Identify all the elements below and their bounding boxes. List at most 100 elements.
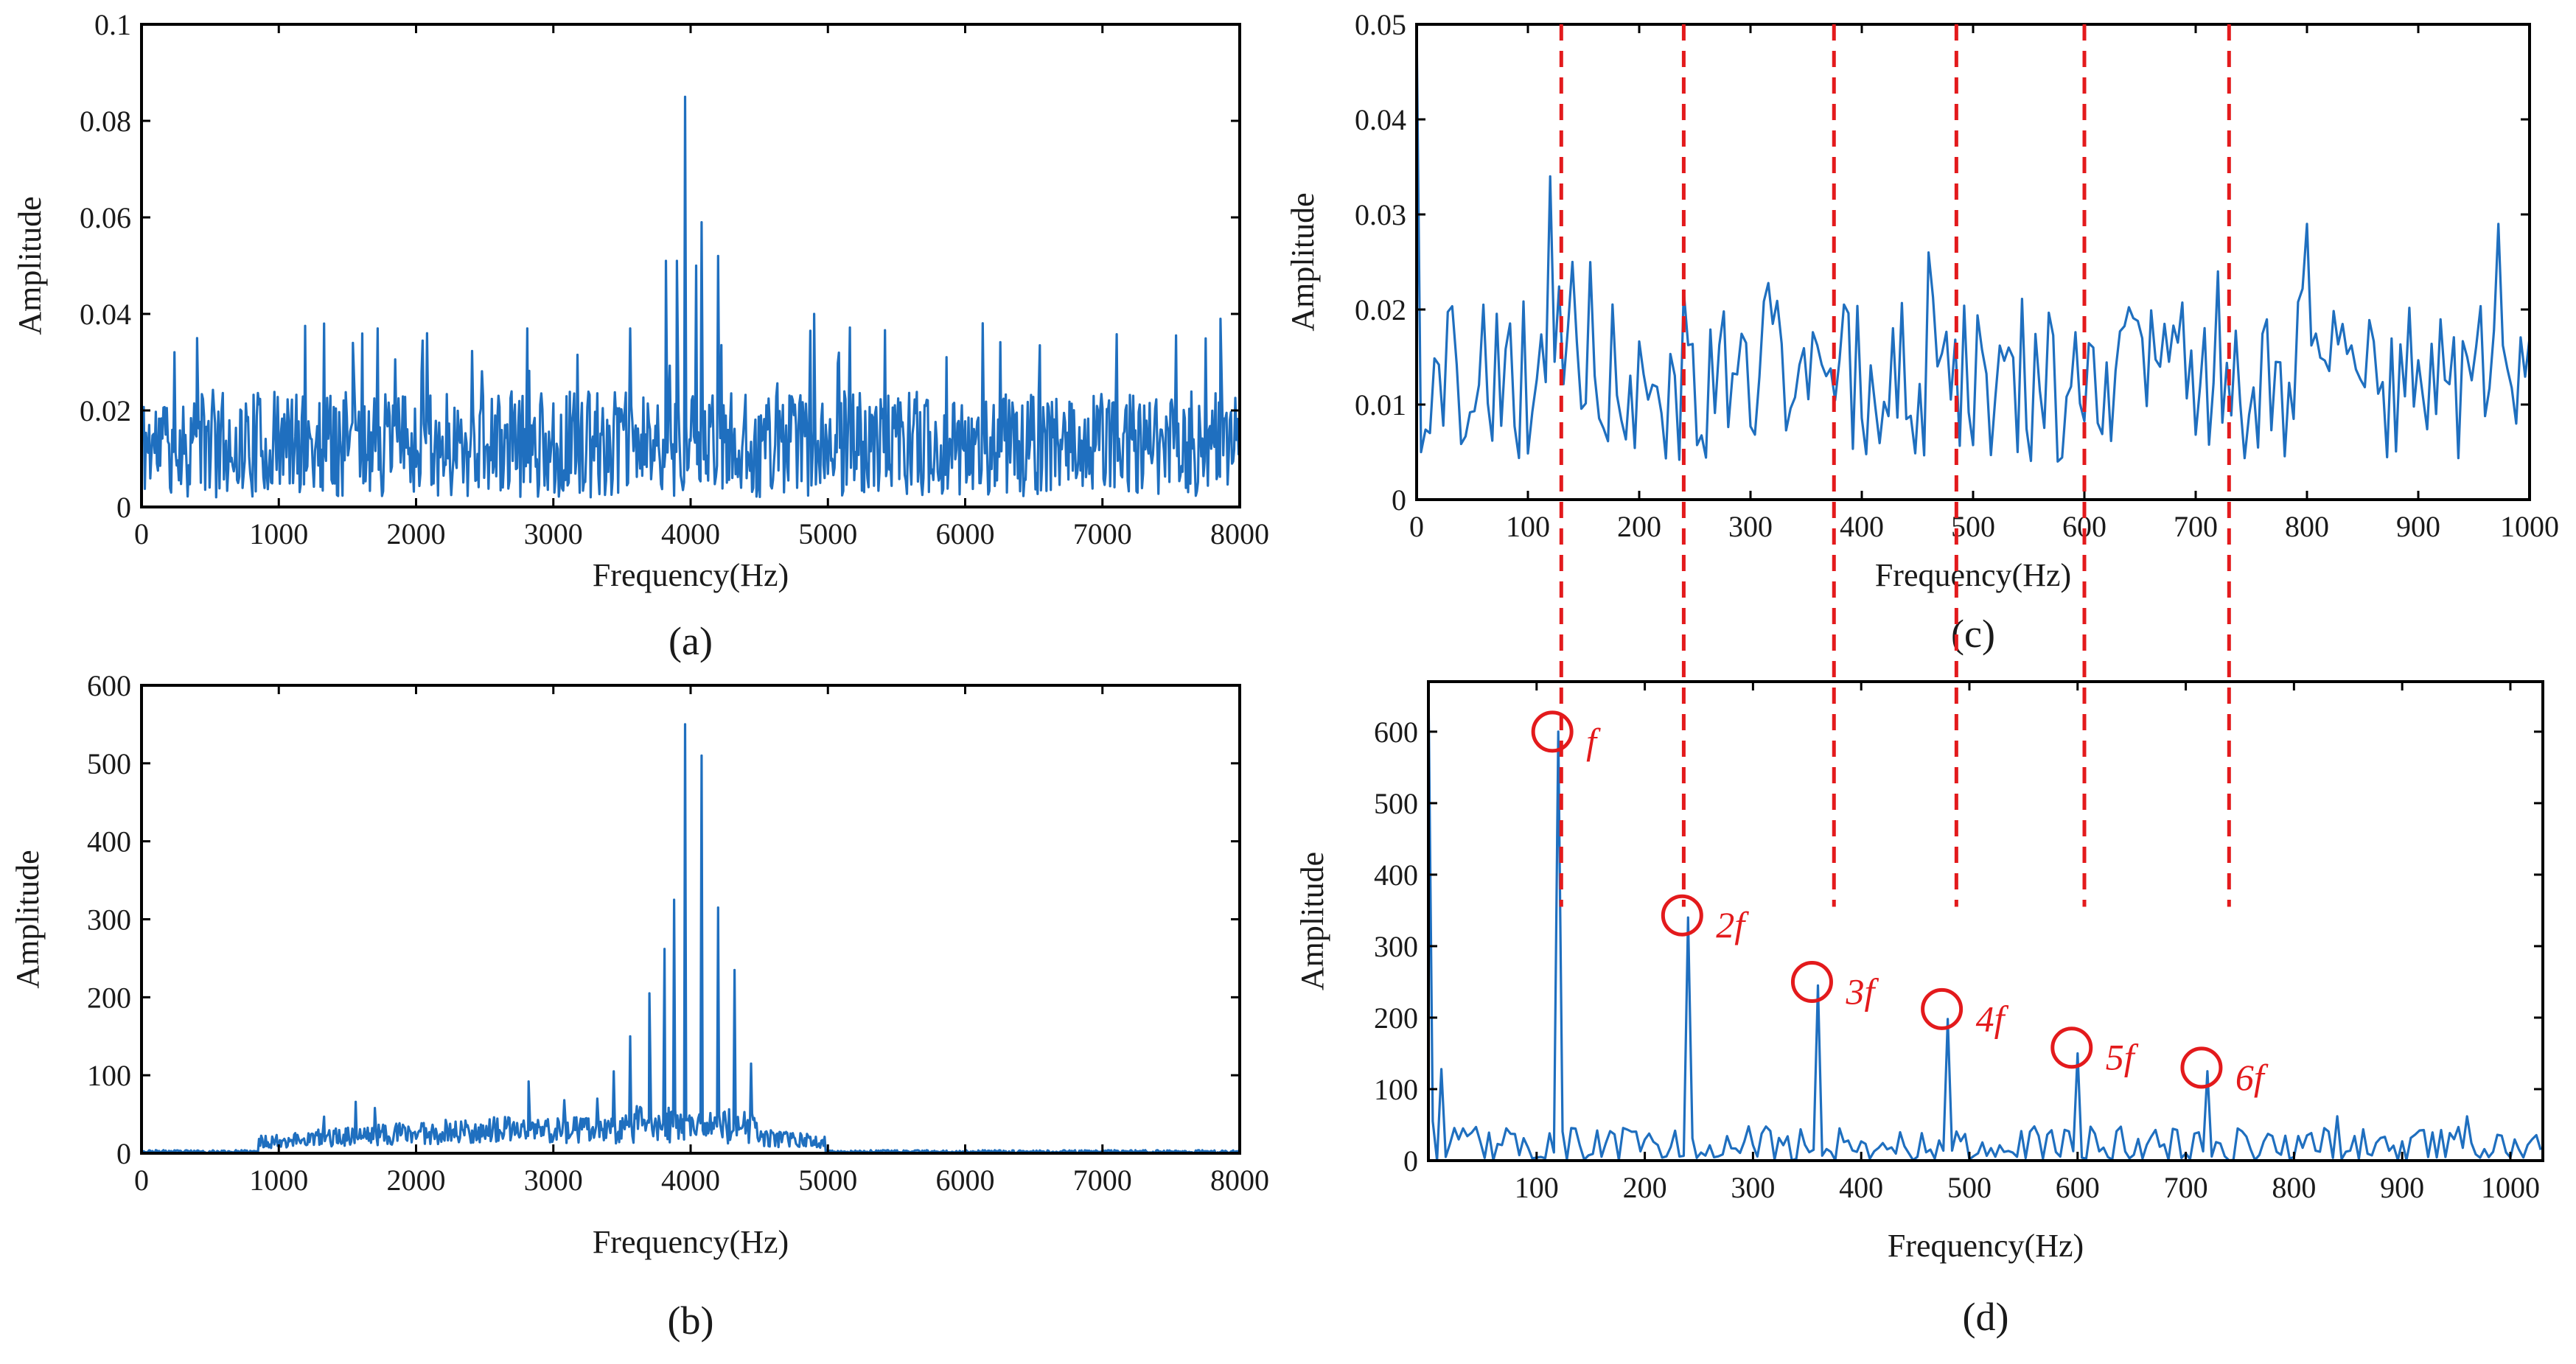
chart-a-ytick-label: 0.02 [80,394,131,427]
chart-a-ytick-label: 0.08 [80,105,131,138]
chart-c-panel-label: (c) [1951,612,1995,656]
chart-b-series-line [141,723,1240,1155]
harmonic-marker-circle [1790,960,1833,1003]
harmonic-label: f [1586,721,1601,762]
chart-c-ytick-label: 0.04 [1355,103,1406,136]
chart-d-ytick-label: 100 [1374,1073,1418,1106]
chart-d-frame [1427,680,2544,1162]
chart-b-xtick-label: 2000 [387,1164,446,1197]
chart-b-ytick-label: 200 [87,981,131,1014]
chart-a-xtick-label: 4000 [661,517,720,550]
chart-b-xtick-label: 4000 [661,1164,720,1197]
chart-c-xtick-label: 500 [1951,510,1995,543]
chart-a-ytick-label: 0.04 [80,298,131,331]
chart-a-ytick-label: 0.06 [80,201,131,234]
chart-a-xtick-label: 6000 [936,517,995,550]
chart-d-xtick-label: 700 [2164,1171,2208,1204]
chart-d-panel-label: (d) [1963,1295,2009,1339]
chart-b-xtick-label: 8000 [1210,1164,1269,1197]
chart-c-xtick-label: 100 [1506,510,1550,543]
chart-b-xtick-label: 6000 [936,1164,995,1197]
chart-c: Amplitude Frequency(Hz) (c) 0 100 200 300 40… [1285,8,2559,656]
harmonic-label: 3f [1845,970,1879,1012]
chart-c-ylabel: Amplitude [1285,192,1321,331]
chart-a: Amplitude Frequency(Hz) (a) 0 1000 2000 300… [12,8,1269,663]
chart-b-xtick-label: 1000 [249,1164,308,1197]
chart-b-ytick-label: 100 [87,1059,131,1092]
chart-c-xlabel: Frequency(Hz) [1875,557,2071,593]
chart-a-xtick-label: 7000 [1073,517,1132,550]
chart-b-ytick-label: 0 [116,1137,131,1170]
chart-c-xtick-label: 900 [2396,510,2440,543]
chart-a-panel-label: (a) [669,619,713,663]
chart-c-ytick-label: 0 [1392,483,1406,517]
chart-b-xlabel: Frequency(Hz) [593,1224,789,1260]
chart-b-xtick-label: 0 [134,1164,149,1197]
chart-c-series-line [1415,24,2531,463]
chart-c-xtick-label: 700 [2174,510,2218,543]
chart-d-xtick-label: 600 [2056,1171,2100,1204]
chart-c-xtick-label: 400 [1840,510,1884,543]
chart-a-xtick-label: 3000 [524,517,583,550]
chart-b-ylabel: Amplitude [10,850,46,988]
harmonic-marker-circle [2180,1046,2223,1089]
chart-b-xtick-label: 3000 [524,1164,583,1197]
chart-d-xtick-label: 500 [1947,1171,1992,1204]
chart-c-ytick-label: 0.05 [1355,8,1406,41]
chart-d-xlabel: Frequency(Hz) [1888,1228,2084,1264]
chart-d-xtick-label: 400 [1839,1171,1883,1204]
chart-a-xtick-label: 5000 [798,517,857,550]
harmonic-markers: f 2f 3f 4f 5f 6f [1531,710,2269,1098]
chart-d-xtick-label: 1000 [2481,1171,2540,1204]
chart-c-ytick-label: 0.03 [1355,198,1406,231]
chart-d-ytick-label: 200 [1374,1001,1418,1035]
harmonic-label: 4f [1976,998,2009,1039]
chart-c-xtick-label: 0 [1409,510,1424,543]
chart-a-xtick-label: 1000 [249,517,308,550]
chart-b: Amplitude Frequency(Hz) (b) 0 1000 2000 300… [10,669,1269,1343]
harmonic-marker-circle [1661,894,1703,937]
chart-d-ytick-label: 400 [1374,858,1418,892]
chart-b-ytick-label: 400 [87,825,131,858]
chart-d-xtick-label: 300 [1731,1171,1775,1204]
chart-b-xtick-label: 5000 [798,1164,857,1197]
chart-c-xtick-label: 1000 [2500,510,2559,543]
chart-d-xtick-label: 800 [2272,1171,2316,1204]
harmonic-marker-circle [1531,710,1574,753]
harmonic-label: 6f [2235,1057,2269,1098]
chart-d-xtick-label: 200 [1623,1171,1667,1204]
chart-a-xtick-label: 8000 [1210,517,1269,550]
chart-a-series-line [140,95,1241,499]
chart-d-ytick-label: 600 [1374,716,1418,749]
chart-b-ytick-label: 300 [87,903,131,937]
chart-a-xtick-label: 2000 [387,517,446,550]
chart-c-ytick-label: 0.02 [1355,293,1406,326]
harmonic-label: 5f [2106,1037,2139,1078]
chart-d-ytick-label: 0 [1403,1144,1418,1178]
chart-a-ytick-label: 0 [116,491,131,524]
chart-d: Amplitude Frequency(Hz) (d) 100 200 300 400… [1294,680,2544,1339]
chart-a-xlabel: Frequency(Hz) [593,557,789,593]
chart-a-ytick-label: 0.1 [94,8,131,41]
chart-d-xtick-label: 900 [2380,1171,2424,1204]
chart-d-ytick-label: 300 [1374,930,1418,963]
harmonic-marker-circle [2050,1027,2093,1069]
harmonic-marker-circle [1921,987,1964,1030]
harmonic-guide-lines [1559,24,2231,907]
chart-d-series-line [1427,681,2542,1162]
harmonic-label: 2f [1716,904,1749,945]
chart-b-frame [140,684,1241,1155]
chart-b-panel-label: (b) [668,1298,714,1343]
chart-b-ytick-label: 600 [87,669,131,702]
chart-b-ytick-label: 500 [87,747,131,780]
chart-d-xtick-label: 100 [1515,1171,1559,1204]
chart-b-xtick-label: 7000 [1073,1164,1132,1197]
chart-a-xtick-label: 0 [134,517,149,550]
chart-c-xtick-label: 800 [2285,510,2329,543]
chart-c-ytick-label: 0.01 [1355,388,1406,422]
chart-d-ylabel: Amplitude [1294,852,1330,990]
chart-d-ytick-label: 500 [1374,787,1418,820]
chart-c-xtick-label: 300 [1728,510,1773,543]
chart-a-ylabel: Amplitude [12,196,48,335]
